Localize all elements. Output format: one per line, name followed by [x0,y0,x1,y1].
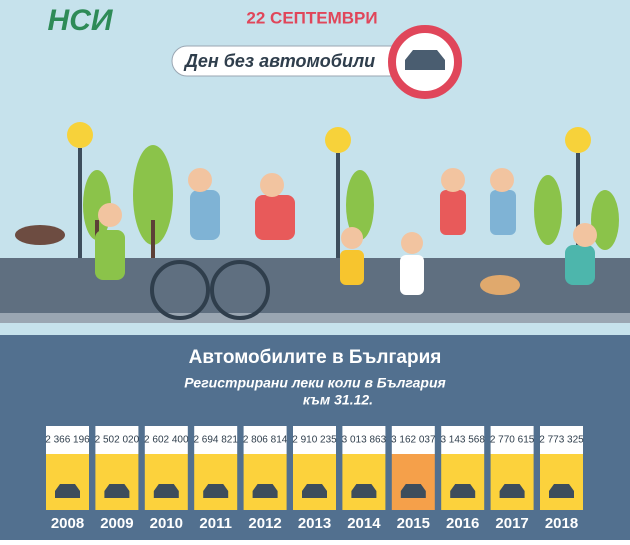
x-tick-label: 2009 [100,515,133,532]
car-icon [252,484,278,498]
value-label-box [490,426,534,454]
bar [243,454,287,510]
x-tick-label: 2017 [495,515,528,532]
value-label: 2 806 814 [243,435,288,446]
bar [342,454,386,510]
chart-subtitle: към 31.12. [303,392,373,408]
chart-subtitle: Регистрирани леки коли в България [184,375,445,391]
car-icon [450,484,476,498]
x-tick-label: 2018 [545,515,578,532]
x-tick-label: 2011 [199,515,232,532]
value-label-box [293,426,336,454]
car-icon [549,484,574,498]
value-label: 2 773 325 [539,435,584,446]
value-label: 2 694 821 [193,435,238,446]
car-icon [400,484,426,498]
value-label-box [540,426,583,454]
x-tick-label: 2016 [446,515,479,532]
bar [95,454,139,510]
value-label: 2 602 400 [144,435,189,446]
car-icon [302,484,327,498]
car-icon [203,484,229,498]
x-tick-label: 2010 [150,515,183,532]
date-bg [218,8,378,28]
value-label-box [391,426,435,454]
value-label-box [243,426,287,454]
x-tick-label: 2013 [298,515,331,532]
bar [46,454,89,510]
x-tick-label: 2012 [248,515,281,532]
x-tick-label: 2015 [397,515,430,532]
bar [540,454,583,510]
date: 22 СЕПТЕМВРИ [246,8,377,27]
value-label: 2 502 020 [95,435,140,446]
value-label: 2 366 196 [45,435,90,446]
x-tick-label: 2008 [51,515,84,532]
value-label-box [95,426,139,454]
value-label: 3 013 863 [342,435,387,446]
value-label-box [144,426,188,454]
bar [490,454,534,510]
bar [144,454,188,510]
chart-title: Автомобилите в България [189,347,442,368]
scene [0,122,630,323]
x-tick-label: 2014 [347,515,381,532]
logo: НСИ [48,4,114,37]
value-label-box [342,426,386,454]
value-label: 2 910 235 [292,435,337,446]
value-label-box [194,426,238,454]
bar [194,454,238,510]
car-icon [351,484,377,498]
value-label-box [441,426,485,454]
value-label-box [46,426,89,454]
bar [441,454,485,510]
car-icon [55,484,80,498]
value-label: 2 770 615 [490,435,535,446]
value-label: 3 143 568 [440,435,485,446]
bar [391,454,435,510]
value-label: 3 162 037 [391,435,436,446]
bar [293,454,336,510]
car-icon [499,484,525,498]
car-icon [153,484,179,498]
banner: Ден без автомобили [183,51,375,71]
car-icon [104,484,130,498]
sign-car [405,50,445,70]
